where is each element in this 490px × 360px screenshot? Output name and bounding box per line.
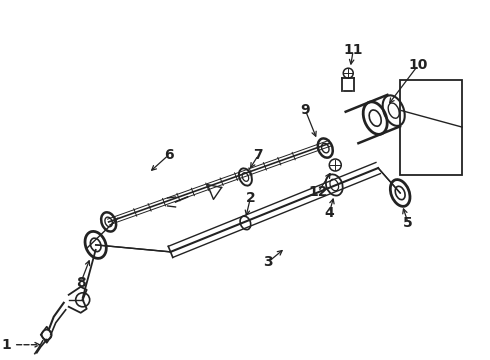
Text: 5: 5 xyxy=(403,216,413,230)
Text: 7: 7 xyxy=(254,148,263,162)
Text: 8: 8 xyxy=(76,276,86,290)
Text: 1: 1 xyxy=(1,338,11,352)
Text: 2: 2 xyxy=(245,191,255,205)
Text: 9: 9 xyxy=(300,103,310,117)
Text: 3: 3 xyxy=(264,255,273,269)
Text: 12: 12 xyxy=(309,185,328,199)
Text: 11: 11 xyxy=(343,43,363,57)
Bar xyxy=(400,80,462,175)
Text: 10: 10 xyxy=(409,58,428,72)
Text: 6: 6 xyxy=(164,148,173,162)
Text: 4: 4 xyxy=(324,206,334,220)
